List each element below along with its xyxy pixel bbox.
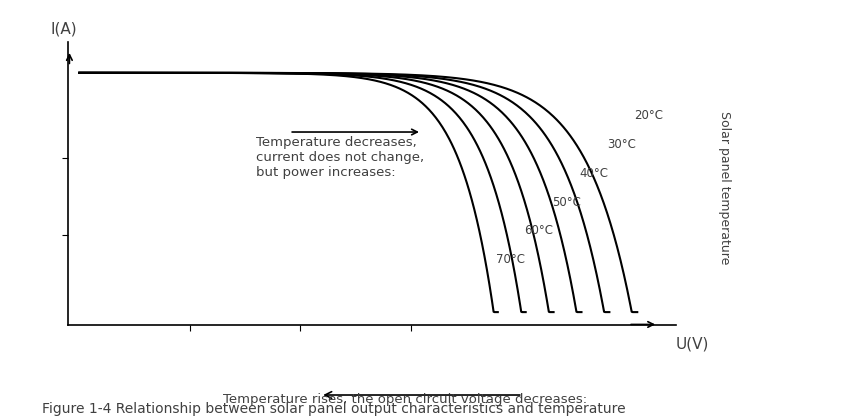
Text: 20°C: 20°C <box>635 110 663 122</box>
Text: 50°C: 50°C <box>551 196 581 209</box>
Text: 40°C: 40°C <box>579 167 609 180</box>
Text: Figure 1-4 Relationship between solar panel output characteristics and temperatu: Figure 1-4 Relationship between solar pa… <box>42 402 626 416</box>
Text: Temperature rises, the open circuit voltage decreases:: Temperature rises, the open circuit volt… <box>223 393 587 406</box>
Text: 30°C: 30°C <box>607 138 636 151</box>
Text: 60°C: 60°C <box>524 224 553 237</box>
Text: 70°C: 70°C <box>497 253 525 266</box>
Text: Temperature decreases,
current does not change,
but power increases:: Temperature decreases, current does not … <box>256 136 424 179</box>
Y-axis label: I(A): I(A) <box>50 21 77 36</box>
X-axis label: U(V): U(V) <box>676 336 709 351</box>
Text: Solar panel temperature: Solar panel temperature <box>718 112 732 265</box>
